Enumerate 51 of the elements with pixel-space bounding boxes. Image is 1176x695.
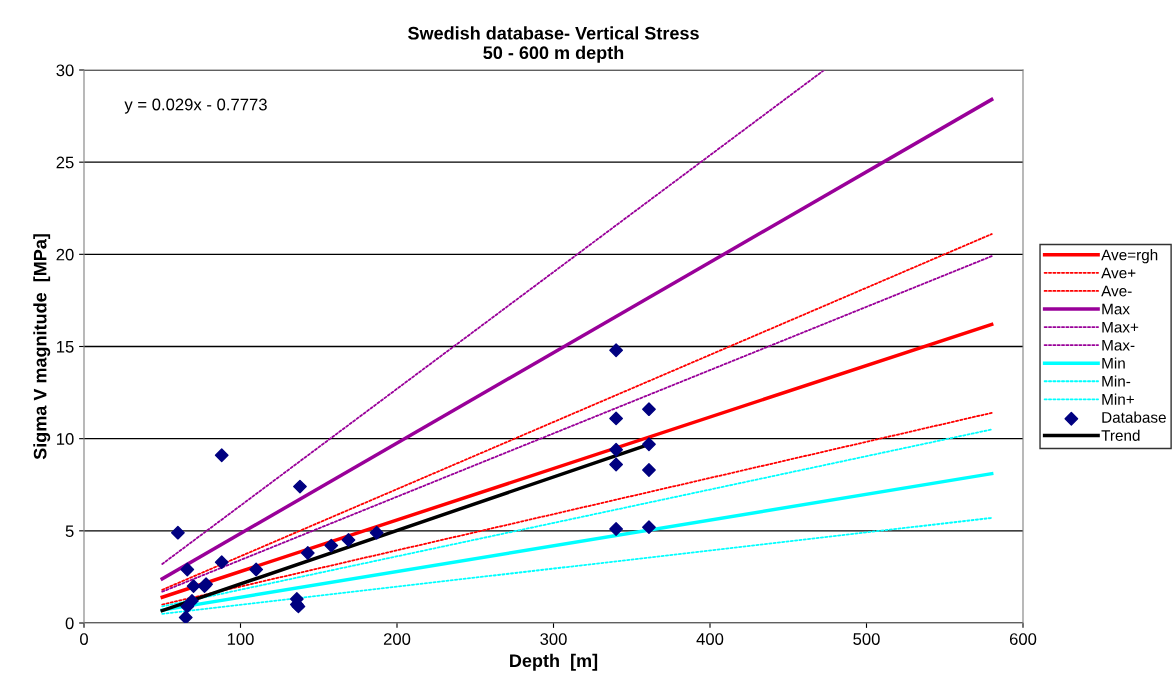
x-axis-title: Depth [m] [510,653,598,671]
point [214,555,229,570]
legend-label: Min+ [1102,393,1134,405]
chart-title: Swedish database- Vertical Stress 50 - 600 m depth [408,26,699,63]
point [642,437,656,452]
legend-label: Ave+ [1101,267,1136,279]
point [341,533,356,547]
point [609,343,624,358]
legend-label: Ave=rgh [1101,249,1158,264]
point [214,448,229,463]
point [178,610,193,623]
legend-label: Max [1102,303,1130,315]
legend-label: Min- [1102,375,1131,387]
legend-label: Max- [1102,339,1135,351]
point [180,599,195,614]
y-tick-label: 30 [56,64,74,77]
x-tick-label: 500 [853,633,880,645]
annotation: y = 0.029x - 0.7773 [124,98,267,114]
point [642,520,656,535]
y-tick-label: 5 [65,525,74,538]
point [170,525,185,540]
x-tick-label: 100 [227,633,254,645]
legend-label: Trend [1101,429,1140,441]
y-tick-label: 15 [57,341,74,353]
legend-label: Max+ [1102,321,1139,333]
point [609,522,624,536]
x-tick-label: 300 [540,633,567,645]
x-tick-label: 400 [696,633,724,645]
x-tick-label: 200 [383,633,411,645]
y-tick-label: 10 [57,433,74,445]
y-tick-label: 20 [56,248,74,261]
legend-label: Database [1102,411,1166,423]
point [180,562,195,577]
point [642,463,656,477]
point [300,546,315,560]
point [186,579,201,594]
x-tick-label: 600 [1009,633,1037,645]
point [642,402,656,417]
point [609,442,624,457]
y-axis-title: Sigma V magnitude [MPa] [33,234,51,460]
legend-label: Ave- [1101,285,1132,297]
x-tick-label: 0 [80,633,88,645]
point [609,411,624,426]
y-tick-label: 25 [56,156,74,169]
legend-label: Min [1102,357,1125,369]
point [249,562,264,577]
point [324,538,339,553]
point [293,479,307,494]
point [369,525,384,540]
point [609,457,624,472]
y-tick-label: 0 [65,617,74,630]
